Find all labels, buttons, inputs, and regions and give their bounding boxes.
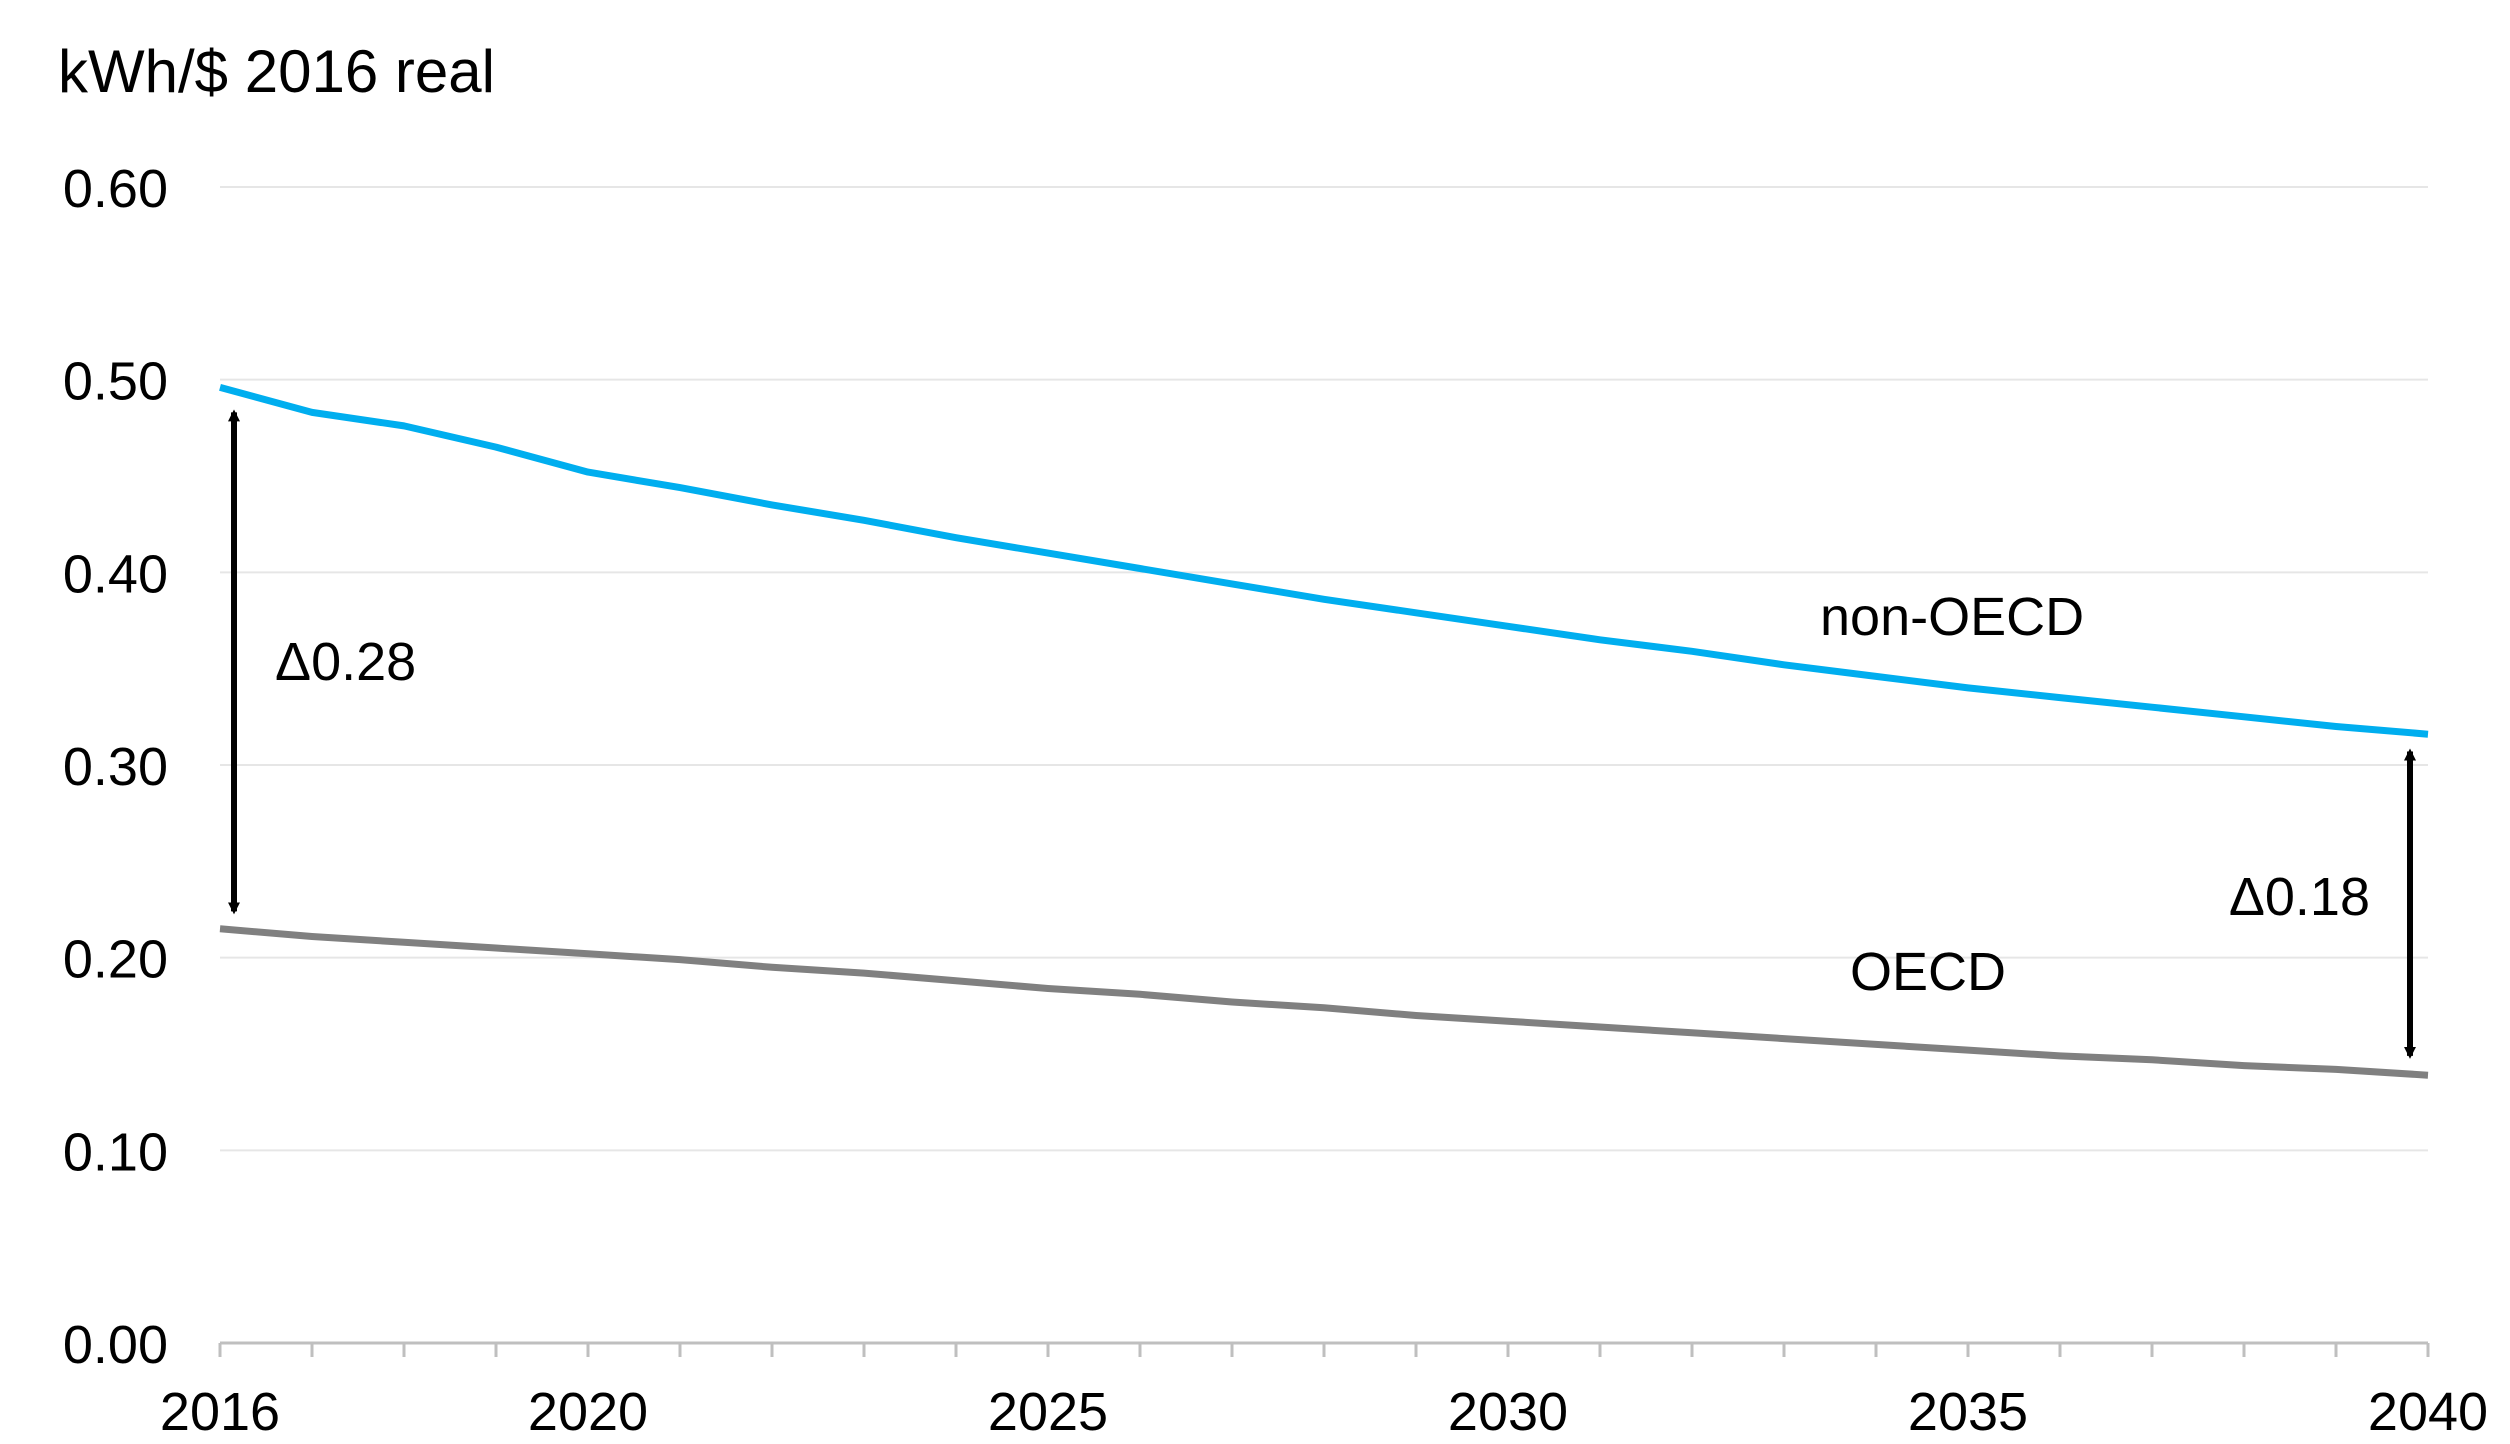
x-tick-label: 2035 bbox=[1908, 1382, 2028, 1442]
y-tick-label: 0.20 bbox=[63, 930, 168, 990]
x-tick-labels: 2016 2020 2025 2030 2035 2040 bbox=[160, 1382, 2488, 1442]
annotations: Δ0.28 Δ0.18 bbox=[228, 409, 2416, 1059]
x-tick-label: 2025 bbox=[988, 1382, 1108, 1442]
series-line-oecd bbox=[219, 925, 2429, 1079]
y-tick-label: 0.60 bbox=[63, 159, 168, 219]
y-tick-label: 0.00 bbox=[63, 1315, 168, 1375]
y-tick-label: 0.40 bbox=[63, 544, 168, 604]
series-label-non-oecd: non-OECD bbox=[1820, 587, 2084, 647]
series-line-non-oecd bbox=[219, 384, 2429, 738]
y-tick-label: 0.30 bbox=[63, 737, 168, 797]
y-tick-label: 0.50 bbox=[63, 352, 168, 412]
x-tick-label: 2030 bbox=[1448, 1382, 1568, 1442]
delta-label: Δ0.28 bbox=[275, 632, 416, 692]
axes bbox=[218, 1341, 2430, 1357]
y-tick-label: 0.10 bbox=[63, 1122, 168, 1182]
x-tick-label: 2040 bbox=[2368, 1382, 2488, 1442]
series-label-oecd: OECD bbox=[1850, 942, 2006, 1002]
x-tick-label: 2016 bbox=[160, 1382, 280, 1442]
y-axis-title: kWh/$ 2016 real bbox=[58, 38, 495, 105]
delta-label: Δ0.18 bbox=[2229, 867, 2370, 927]
series-lines bbox=[219, 384, 2429, 1079]
series-labels: non-OECD OECD bbox=[1820, 587, 2084, 1002]
x-tick-label: 2020 bbox=[528, 1382, 648, 1442]
y-tick-labels: 0.00 0.10 0.20 0.30 0.40 0.50 0.60 bbox=[63, 159, 168, 1375]
gridlines bbox=[220, 186, 2428, 1152]
